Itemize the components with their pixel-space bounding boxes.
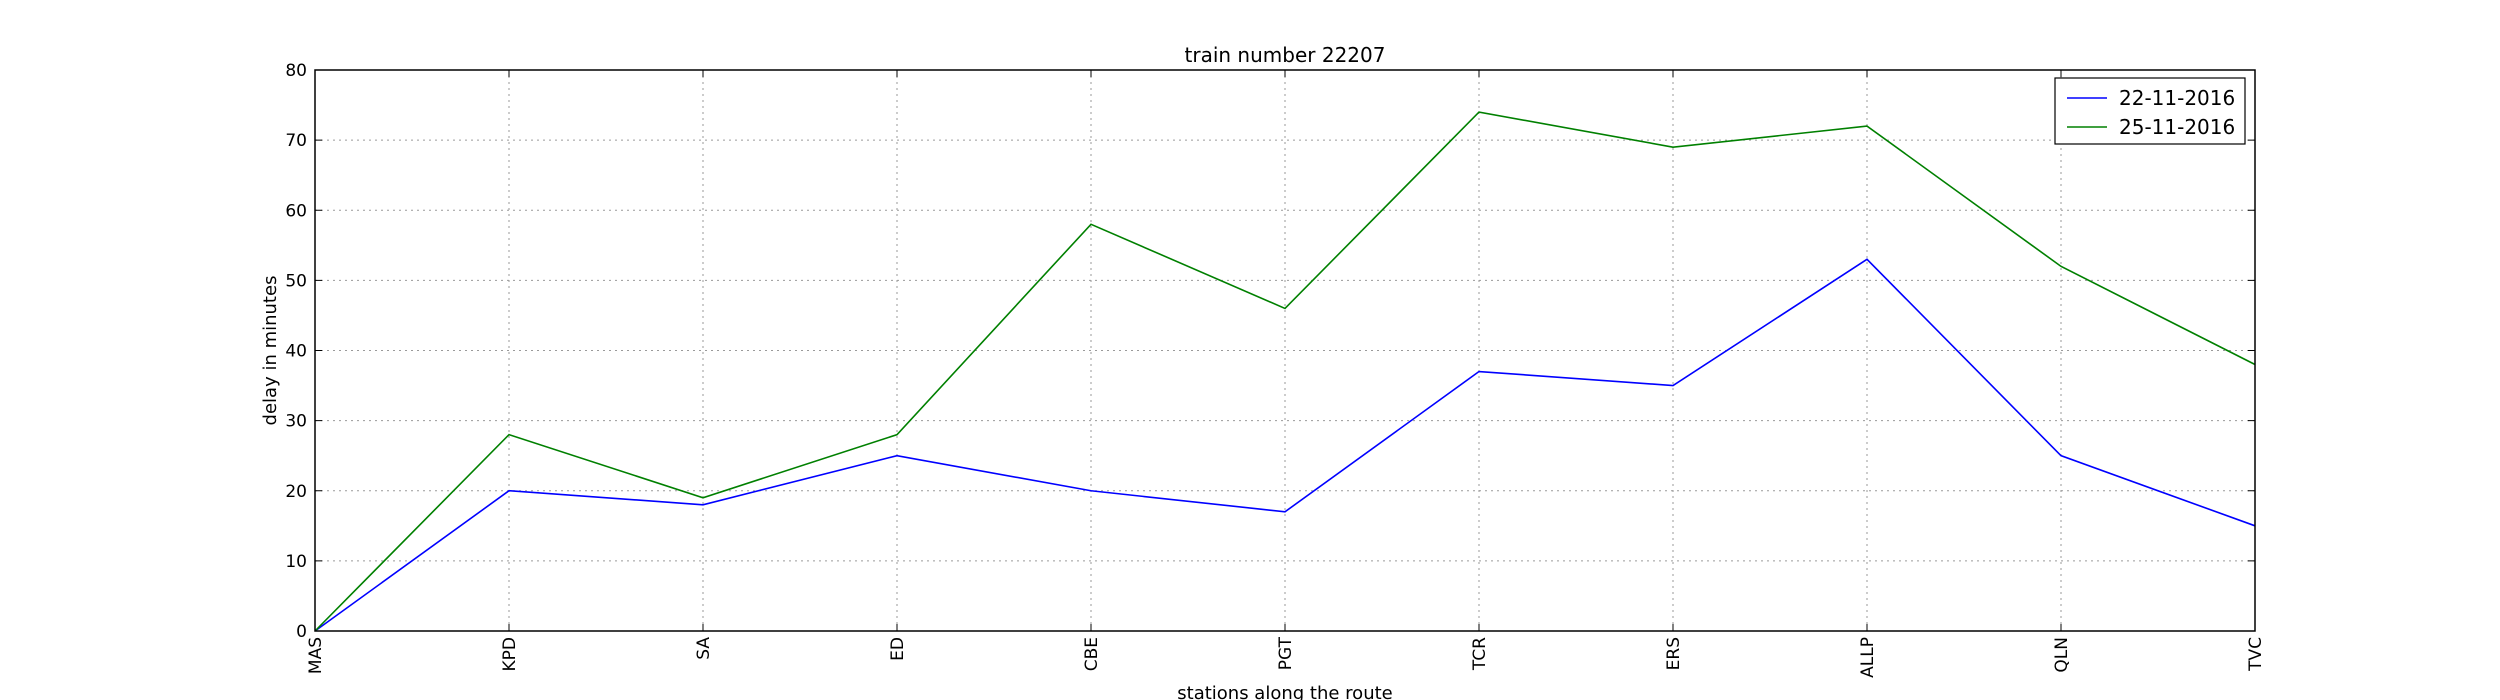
y-tick-label: 10 — [285, 552, 307, 572]
y-tick-label: 80 — [285, 61, 307, 81]
x-axis-ticks: MAS KPD SA ED CBE PGT TCR ERS ALLP QLN TVC — [306, 70, 2266, 678]
y-axis-ticks: 0 10 20 30 40 50 60 70 80 — [285, 61, 2255, 642]
y-tick-label: 60 — [285, 201, 307, 221]
legend-label: 22-11-2016 — [2119, 86, 2235, 110]
x-tick-label: KPD — [500, 637, 520, 672]
y-tick-label: 40 — [285, 342, 307, 362]
legend-box — [2054, 77, 2246, 145]
x-tick-label: SA — [694, 637, 714, 660]
x-tick-label: ED — [888, 637, 908, 661]
x-axis-title: stations along the route — [1177, 683, 1392, 700]
data-series — [314, 111, 2256, 632]
x-tick-label: ERS — [1664, 637, 1684, 670]
y-tick-label: 20 — [285, 482, 307, 502]
y-tick-label: 0 — [296, 622, 307, 642]
y-tick-label: 50 — [285, 271, 307, 291]
y-tick-label: 70 — [285, 131, 307, 151]
legend-label: 25-11-2016 — [2119, 115, 2235, 139]
x-tick-label: ALLP — [1858, 637, 1878, 678]
chart-title: train number 22207 — [1185, 43, 1386, 67]
x-tick-label: QLN — [2052, 637, 2072, 673]
y-tick-label: 30 — [285, 412, 307, 432]
legend: 22-11-2016 25-11-2016 — [2054, 77, 2246, 145]
y-axis-title: delay in minutes — [260, 276, 281, 426]
series-line — [314, 111, 2256, 632]
series-line — [314, 258, 2256, 632]
x-tick-label: PGT — [1276, 636, 1296, 670]
x-tick-label: MAS — [306, 637, 326, 674]
x-tick-label: CBE — [1082, 637, 1102, 671]
x-tick-label: TVC — [2246, 637, 2266, 672]
x-tick-label: TCR — [1470, 637, 1490, 671]
